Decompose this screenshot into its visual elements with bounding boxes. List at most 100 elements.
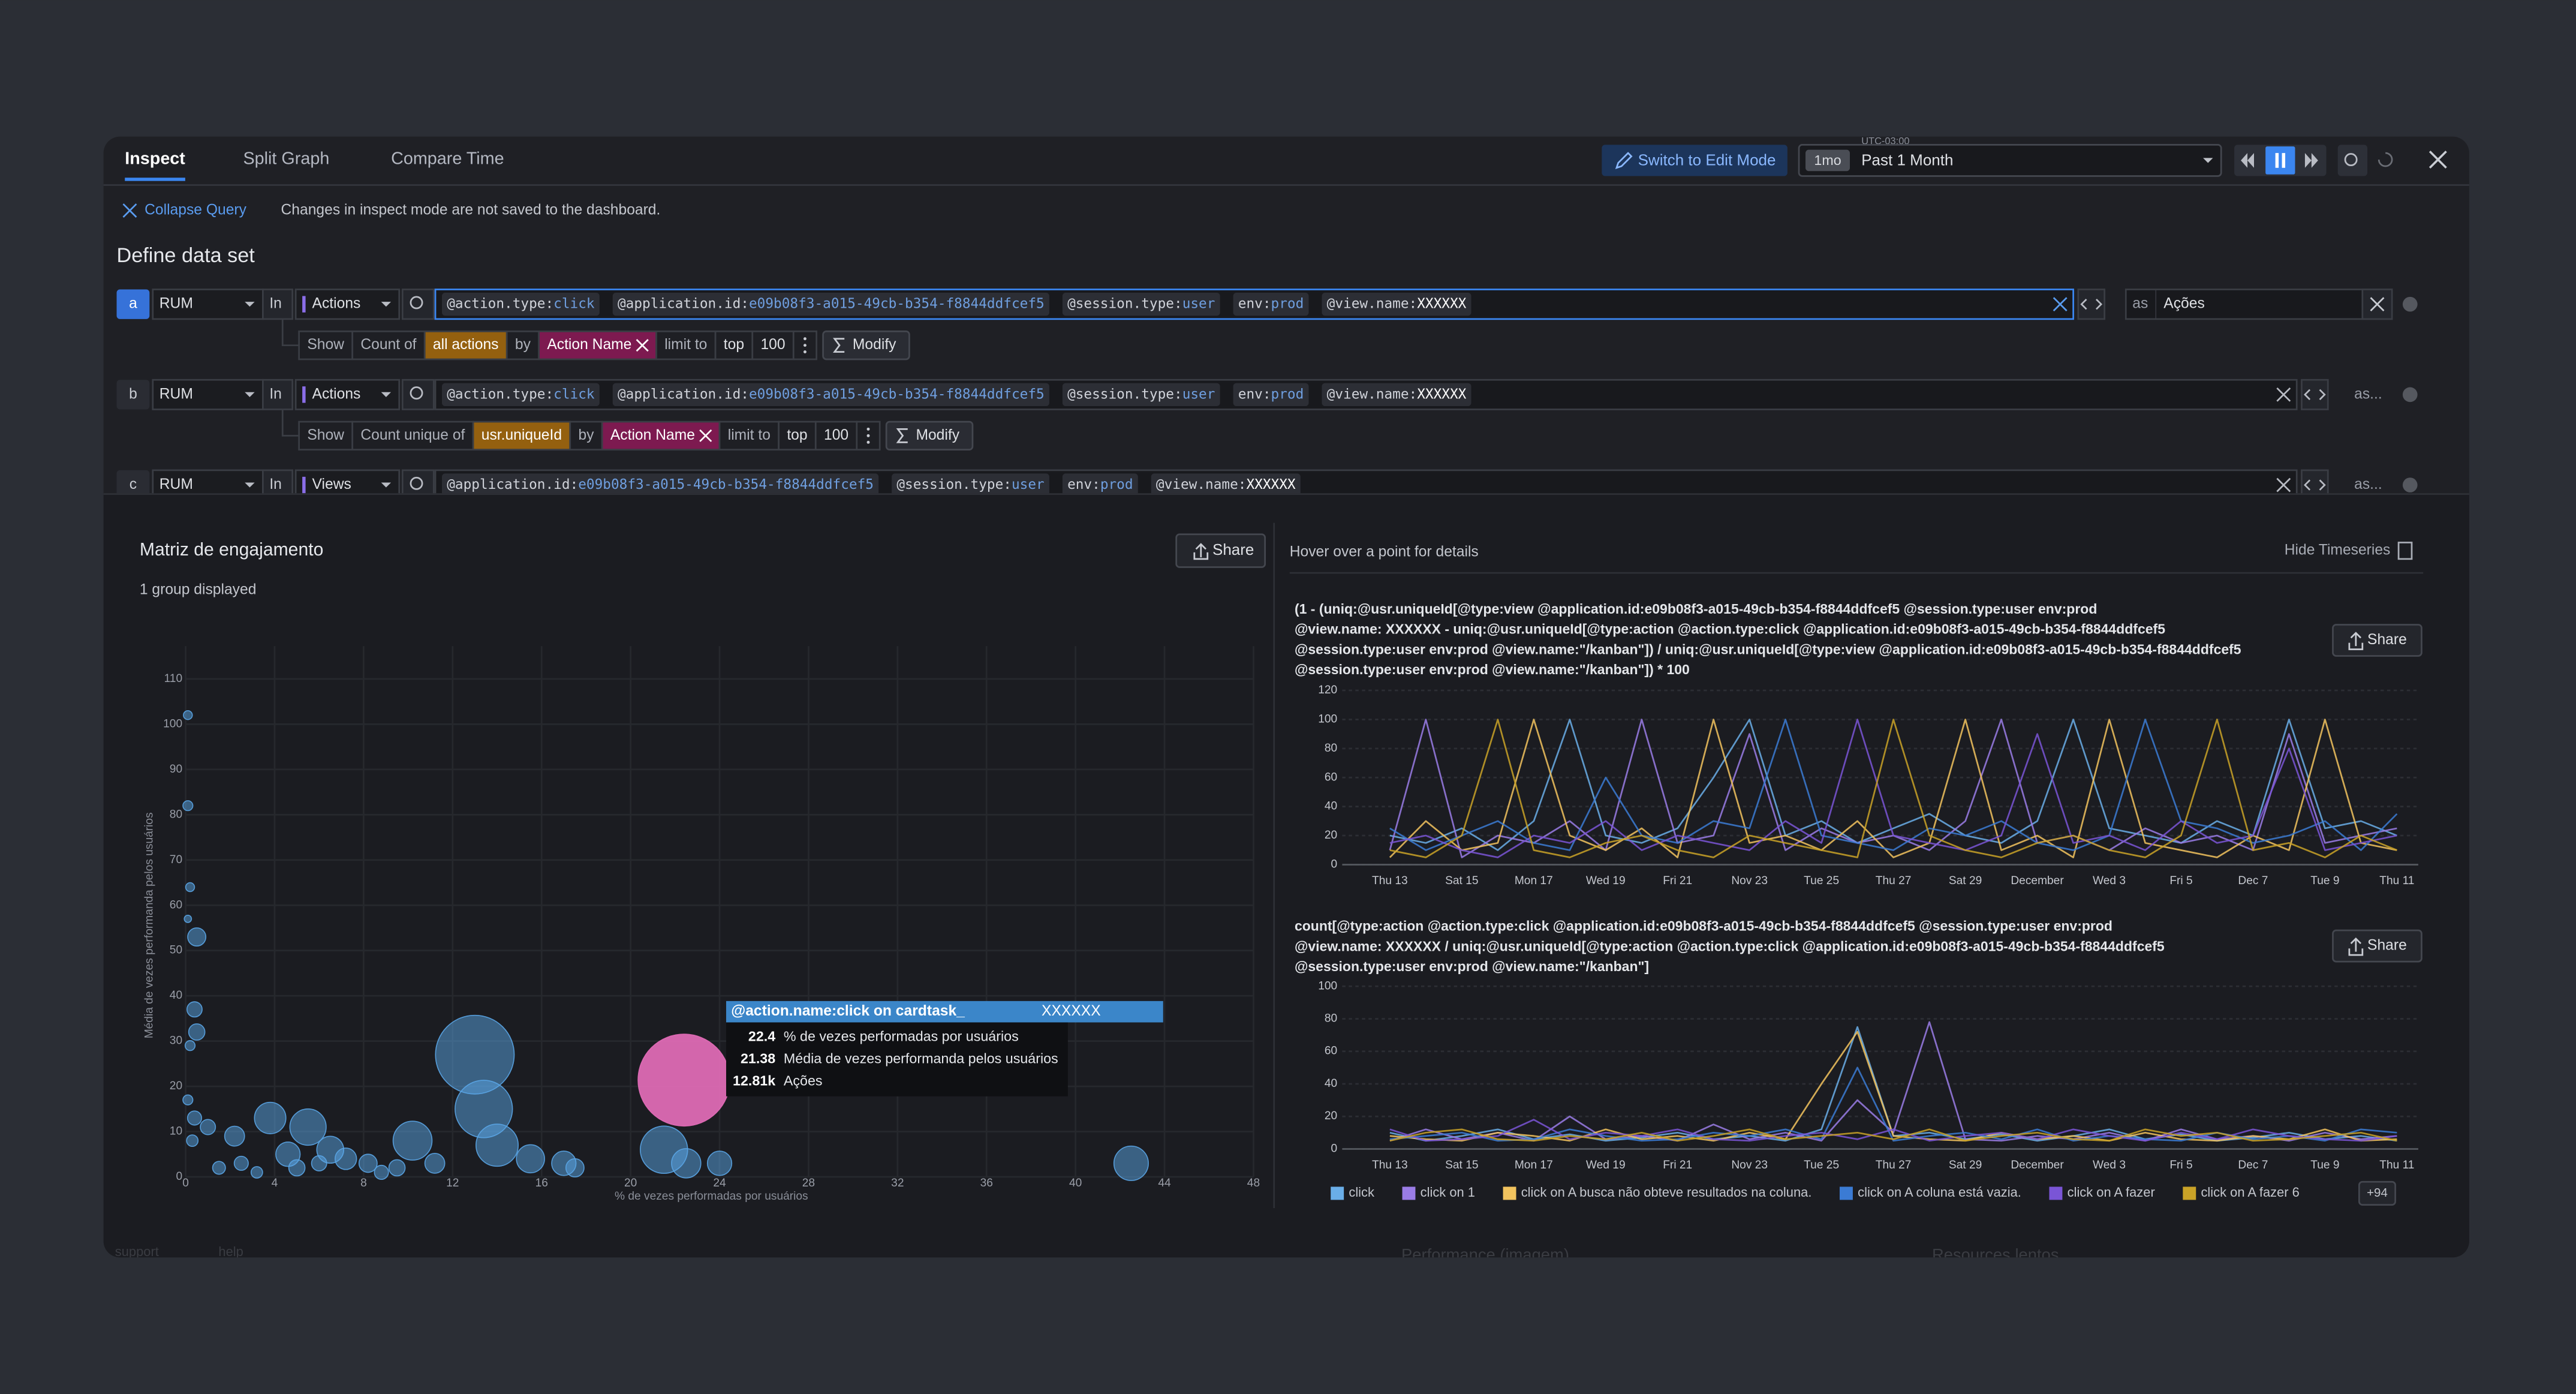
tab[interactable]: Compare Time xyxy=(391,149,504,169)
filter-key: @action.type: xyxy=(447,296,553,312)
filter-value: e09b08f3-a015-49cb-b354-f8844ddfcef5 xyxy=(578,477,874,492)
pause-button[interactable] xyxy=(2265,146,2295,175)
filter-chip[interactable] xyxy=(1062,473,1138,496)
bubble[interactable] xyxy=(186,1134,199,1147)
filter-chip[interactable] xyxy=(1233,293,1309,316)
bubble[interactable] xyxy=(224,1125,245,1147)
source-select[interactable] xyxy=(152,378,264,410)
source-select[interactable] xyxy=(152,289,264,320)
aggregate-group-bg[interactable] xyxy=(538,331,657,360)
legend-label[interactable]: click on A fazer xyxy=(2068,1185,2155,1200)
filter-chip[interactable] xyxy=(1062,293,1220,316)
bubble[interactable] xyxy=(706,1150,733,1176)
filter-chip[interactable] xyxy=(1322,383,1471,407)
filter-chip[interactable] xyxy=(1151,473,1301,496)
filter-chip[interactable] xyxy=(442,383,600,407)
legend-label[interactable]: click on 1 xyxy=(1421,1185,1475,1200)
legend-label[interactable]: click on A fazer 6 xyxy=(2201,1185,2299,1200)
bubble[interactable] xyxy=(335,1147,357,1170)
share-button[interactable] xyxy=(2332,929,2422,963)
aggregate-measure: Count of xyxy=(360,337,416,353)
remove-query[interactable] xyxy=(2402,477,2418,492)
legend-label[interactable]: click on A busca não obteve resultados n… xyxy=(1521,1185,1812,1200)
collapse-query[interactable]: Collapse Query xyxy=(145,202,247,218)
collapse-icon[interactable] xyxy=(122,203,137,218)
legend-label[interactable]: click xyxy=(1349,1185,1374,1200)
bubble[interactable] xyxy=(289,1108,327,1146)
bubble[interactable] xyxy=(476,1123,519,1167)
x-tick-label: Wed 19 xyxy=(1586,875,1626,887)
bubble[interactable] xyxy=(182,1094,194,1105)
bubble[interactable] xyxy=(311,1155,327,1171)
bubble[interactable] xyxy=(183,914,192,923)
remove-query[interactable] xyxy=(2402,387,2418,402)
reset-icon[interactable] xyxy=(2378,152,2393,167)
alias-field[interactable] xyxy=(2124,289,2393,320)
filter-chip[interactable] xyxy=(892,473,1049,496)
time-range[interactable] xyxy=(1798,144,2222,177)
bubble[interactable] xyxy=(212,1161,226,1175)
share-label: Share xyxy=(2367,938,2407,954)
more-options[interactable] xyxy=(792,331,818,360)
legend-label[interactable]: click on A coluna está vazia. xyxy=(1858,1185,2021,1200)
aggregate-limit: limit to xyxy=(728,427,771,443)
legend-more-bg[interactable] xyxy=(2358,1180,2396,1206)
bubble[interactable] xyxy=(1113,1145,1149,1181)
edit-button[interactable] xyxy=(1602,145,1787,176)
share-button[interactable] xyxy=(2332,624,2422,657)
clear-icon[interactable] xyxy=(2276,387,2291,402)
filter-chip[interactable] xyxy=(612,293,1049,316)
hide-timeseries[interactable]: Hide Timeseries xyxy=(2285,542,2391,558)
tab[interactable]: Split Graph xyxy=(243,149,329,169)
tooltip-label: Média de vezes performanda pelos usuário… xyxy=(784,1050,1058,1066)
bubble[interactable] xyxy=(183,710,193,720)
filter-chip[interactable] xyxy=(1322,293,1471,316)
bubble[interactable] xyxy=(188,1023,206,1041)
more-options[interactable] xyxy=(856,420,881,451)
remove-group[interactable] xyxy=(636,339,649,352)
bubble[interactable] xyxy=(186,1110,202,1126)
aggregate-target-bg[interactable] xyxy=(423,331,508,360)
modify-button[interactable] xyxy=(885,420,974,451)
bubble[interactable] xyxy=(424,1152,446,1174)
bubble-hovered[interactable] xyxy=(637,1034,731,1127)
bubble[interactable] xyxy=(516,1144,545,1174)
close-icon[interactable] xyxy=(2428,151,2447,169)
bubble[interactable] xyxy=(358,1153,378,1173)
bubble[interactable] xyxy=(185,882,195,893)
type-select[interactable] xyxy=(294,378,401,410)
bubble[interactable] xyxy=(184,1040,196,1051)
bubble[interactable] xyxy=(233,1155,249,1171)
bubble[interactable] xyxy=(186,1001,203,1018)
code-button[interactable] xyxy=(2301,469,2329,500)
bubble[interactable] xyxy=(187,927,207,947)
bubble[interactable] xyxy=(200,1119,216,1135)
zoom-button[interactable] xyxy=(2337,145,2368,176)
clear-icon[interactable] xyxy=(2053,297,2068,312)
modify-button[interactable] xyxy=(822,331,910,360)
clear-icon[interactable] xyxy=(2276,477,2291,492)
bubble[interactable] xyxy=(392,1120,433,1161)
bubble[interactable] xyxy=(671,1148,702,1179)
aggregate-group-bg[interactable] xyxy=(601,420,721,451)
remove-group[interactable] xyxy=(699,429,712,442)
filter-chip[interactable] xyxy=(442,293,600,316)
bubble[interactable] xyxy=(182,800,194,812)
filter-chip[interactable] xyxy=(442,473,879,496)
formula: @view.name: XXXXXX - uniq:@usr.uniqueId[… xyxy=(1295,621,2165,637)
alias: Ações xyxy=(2163,296,2204,312)
bubble[interactable] xyxy=(250,1166,263,1179)
bubble[interactable] xyxy=(288,1159,306,1177)
remove-query[interactable] xyxy=(2402,296,2418,312)
filter-key: @application.id: xyxy=(618,296,749,312)
type-select[interactable] xyxy=(294,289,401,320)
type-select[interactable] xyxy=(294,469,401,500)
bubble[interactable] xyxy=(374,1164,389,1180)
bubble[interactable] xyxy=(565,1158,585,1177)
bubble[interactable] xyxy=(254,1101,287,1134)
bubble[interactable] xyxy=(388,1159,406,1177)
tab[interactable]: Inspect xyxy=(125,149,185,169)
filter-chip[interactable] xyxy=(1233,383,1309,407)
filter-chip[interactable] xyxy=(612,383,1049,407)
filter-chip[interactable] xyxy=(1062,383,1220,407)
